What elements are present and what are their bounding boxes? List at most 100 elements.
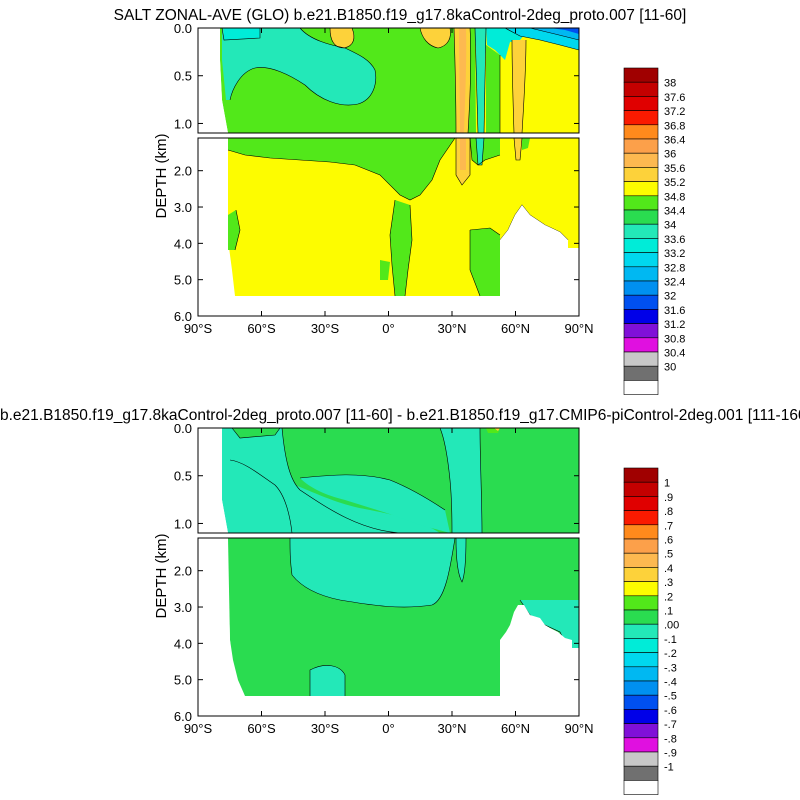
colorbar-box bbox=[623, 780, 659, 795]
salinity-panel: SALT ZONAL-AVE (GLO) b.e21.B1850.f19_g17… bbox=[114, 7, 686, 395]
colorbar-box bbox=[623, 365, 659, 381]
colorbar-box bbox=[623, 152, 659, 168]
colorbar-label: -.5 bbox=[664, 691, 677, 703]
colorbar-box bbox=[623, 467, 659, 483]
y-tick-label: 6.0 bbox=[174, 709, 192, 724]
colorbar-box bbox=[623, 280, 659, 296]
region-cyan-deep-strip bbox=[476, 138, 484, 165]
x-tick-label: 30°N bbox=[437, 321, 466, 336]
colorbar-box bbox=[623, 138, 659, 154]
x-tick-label: 30°S bbox=[311, 721, 340, 736]
y-tick-label: 4.0 bbox=[174, 636, 192, 651]
x-tick-label: 90°N bbox=[564, 321, 593, 336]
lower-fills bbox=[228, 538, 579, 696]
region-green-north bbox=[480, 428, 579, 533]
colorbar-label: 32.8 bbox=[664, 262, 685, 274]
colorbar-box bbox=[623, 581, 659, 597]
salinity-chart: 90°S 60°S 30°S 0° 30°N 60°N 90°N 0.0 0.5 1.0 2.0 3.… bbox=[153, 21, 685, 395]
colorbar-box bbox=[623, 737, 659, 753]
upper-fills bbox=[220, 28, 579, 133]
colorbar-label: 34.4 bbox=[664, 206, 685, 218]
colorbar-box bbox=[623, 266, 659, 282]
upper-fills bbox=[222, 428, 579, 533]
region-cyan-abyssal bbox=[310, 665, 345, 696]
lower-contours bbox=[227, 137, 569, 297]
colorbar-box bbox=[623, 323, 659, 339]
region-cyan-topleft bbox=[224, 28, 260, 40]
colorbar-label: 36.4 bbox=[664, 135, 685, 147]
colorbar-label: 31.6 bbox=[664, 305, 685, 317]
colorbar-label: -1 bbox=[664, 762, 674, 774]
region-orange-tongue bbox=[512, 40, 526, 133]
colorbar-box bbox=[623, 81, 659, 97]
colorbar-label: 32.4 bbox=[664, 277, 685, 289]
x-tick-label: 60°N bbox=[501, 721, 530, 736]
y-axis-label: DEPTH (km) bbox=[153, 134, 170, 219]
colorbar-label: 36 bbox=[664, 149, 676, 161]
region-med-core bbox=[459, 28, 467, 133]
colorbar-label: 37.2 bbox=[664, 106, 685, 118]
colorbar-box bbox=[623, 223, 659, 239]
colorbar-box bbox=[623, 652, 659, 668]
colorbar-box bbox=[623, 552, 659, 568]
colorbar-label: 30.8 bbox=[664, 333, 685, 345]
region-green-deep3 bbox=[228, 210, 240, 250]
region-arctic-fresh3 bbox=[550, 28, 579, 34]
region-yellow-north-deep bbox=[500, 138, 579, 248]
colorbar-box bbox=[623, 481, 659, 497]
colorbar-label: -.9 bbox=[664, 748, 677, 760]
region-cyan-left bbox=[222, 28, 376, 106]
bathymetry-mask-lower bbox=[198, 538, 579, 696]
colorbar-label: 37.6 bbox=[664, 92, 685, 104]
region-cyan-north bbox=[475, 28, 486, 133]
region-arctic-fresh2 bbox=[530, 28, 579, 40]
colorbar-box bbox=[623, 337, 659, 353]
region-cyan-north bbox=[520, 600, 579, 648]
y-tick-label: 4.0 bbox=[174, 236, 192, 251]
colorbar-label: 38 bbox=[664, 78, 676, 90]
region-green-north bbox=[470, 28, 476, 133]
colorbar-label: .9 bbox=[664, 492, 673, 504]
colorbar-label: 30.4 bbox=[664, 348, 685, 360]
colorbar-label: -.2 bbox=[664, 648, 677, 660]
colorbar-box bbox=[623, 680, 659, 696]
colorbar-label: 35.2 bbox=[664, 177, 685, 189]
region-green-deep4 bbox=[380, 260, 390, 280]
colorbar-label: .4 bbox=[664, 563, 673, 575]
x-tick-label: 60°N bbox=[501, 321, 530, 336]
y-axis-label: DEPTH (km) bbox=[153, 534, 170, 619]
colorbar-label: 34.8 bbox=[664, 191, 685, 203]
colorbar-label: -.6 bbox=[664, 705, 677, 717]
x-tick-label: 90°S bbox=[184, 321, 213, 336]
colorbar-label: 33.2 bbox=[664, 248, 685, 260]
colorbar-label: 33.6 bbox=[664, 234, 685, 246]
region-orange-deep-tongue bbox=[514, 138, 522, 160]
colorbar-label: 36.8 bbox=[664, 120, 685, 132]
colorbar-box bbox=[623, 309, 659, 324]
colorbar-box bbox=[623, 209, 659, 225]
plot-area bbox=[198, 427, 579, 716]
colorbar-label: -.8 bbox=[664, 733, 677, 745]
region-orange-top1 bbox=[330, 28, 354, 48]
axes: 90°S 60°S 30°S 0° 30°N 60°N 90°N 0.0 0.5 1.0 2.0 3.… bbox=[174, 421, 594, 736]
lower-fills bbox=[228, 138, 579, 296]
colorbar-box bbox=[623, 609, 659, 625]
y-tick-label: 2.0 bbox=[174, 164, 192, 179]
x-tick-label: 30°N bbox=[437, 721, 466, 736]
colorbar-label: .5 bbox=[664, 549, 673, 561]
region-orange-small bbox=[494, 428, 500, 431]
x-tick-label: 30°S bbox=[311, 321, 340, 336]
x-tick-label: 60°S bbox=[247, 321, 276, 336]
colorbar-box bbox=[623, 351, 659, 367]
bathymetry-mask-upper bbox=[198, 428, 228, 533]
colorbar-label: .7 bbox=[664, 520, 673, 532]
colorbar-box bbox=[623, 723, 659, 739]
colorbar-box bbox=[623, 666, 659, 682]
region-green-upper bbox=[228, 138, 455, 200]
salinity-difference-panel: b.e21.B1850.f19_g17.8kaControl-2deg_prot… bbox=[0, 400, 800, 800]
region-green-deep1 bbox=[390, 200, 412, 296]
region-cyan-inner bbox=[295, 485, 440, 533]
region-med-deep-core bbox=[460, 138, 466, 170]
colorbar-box bbox=[623, 181, 659, 197]
colorbar-label: .3 bbox=[664, 577, 673, 589]
